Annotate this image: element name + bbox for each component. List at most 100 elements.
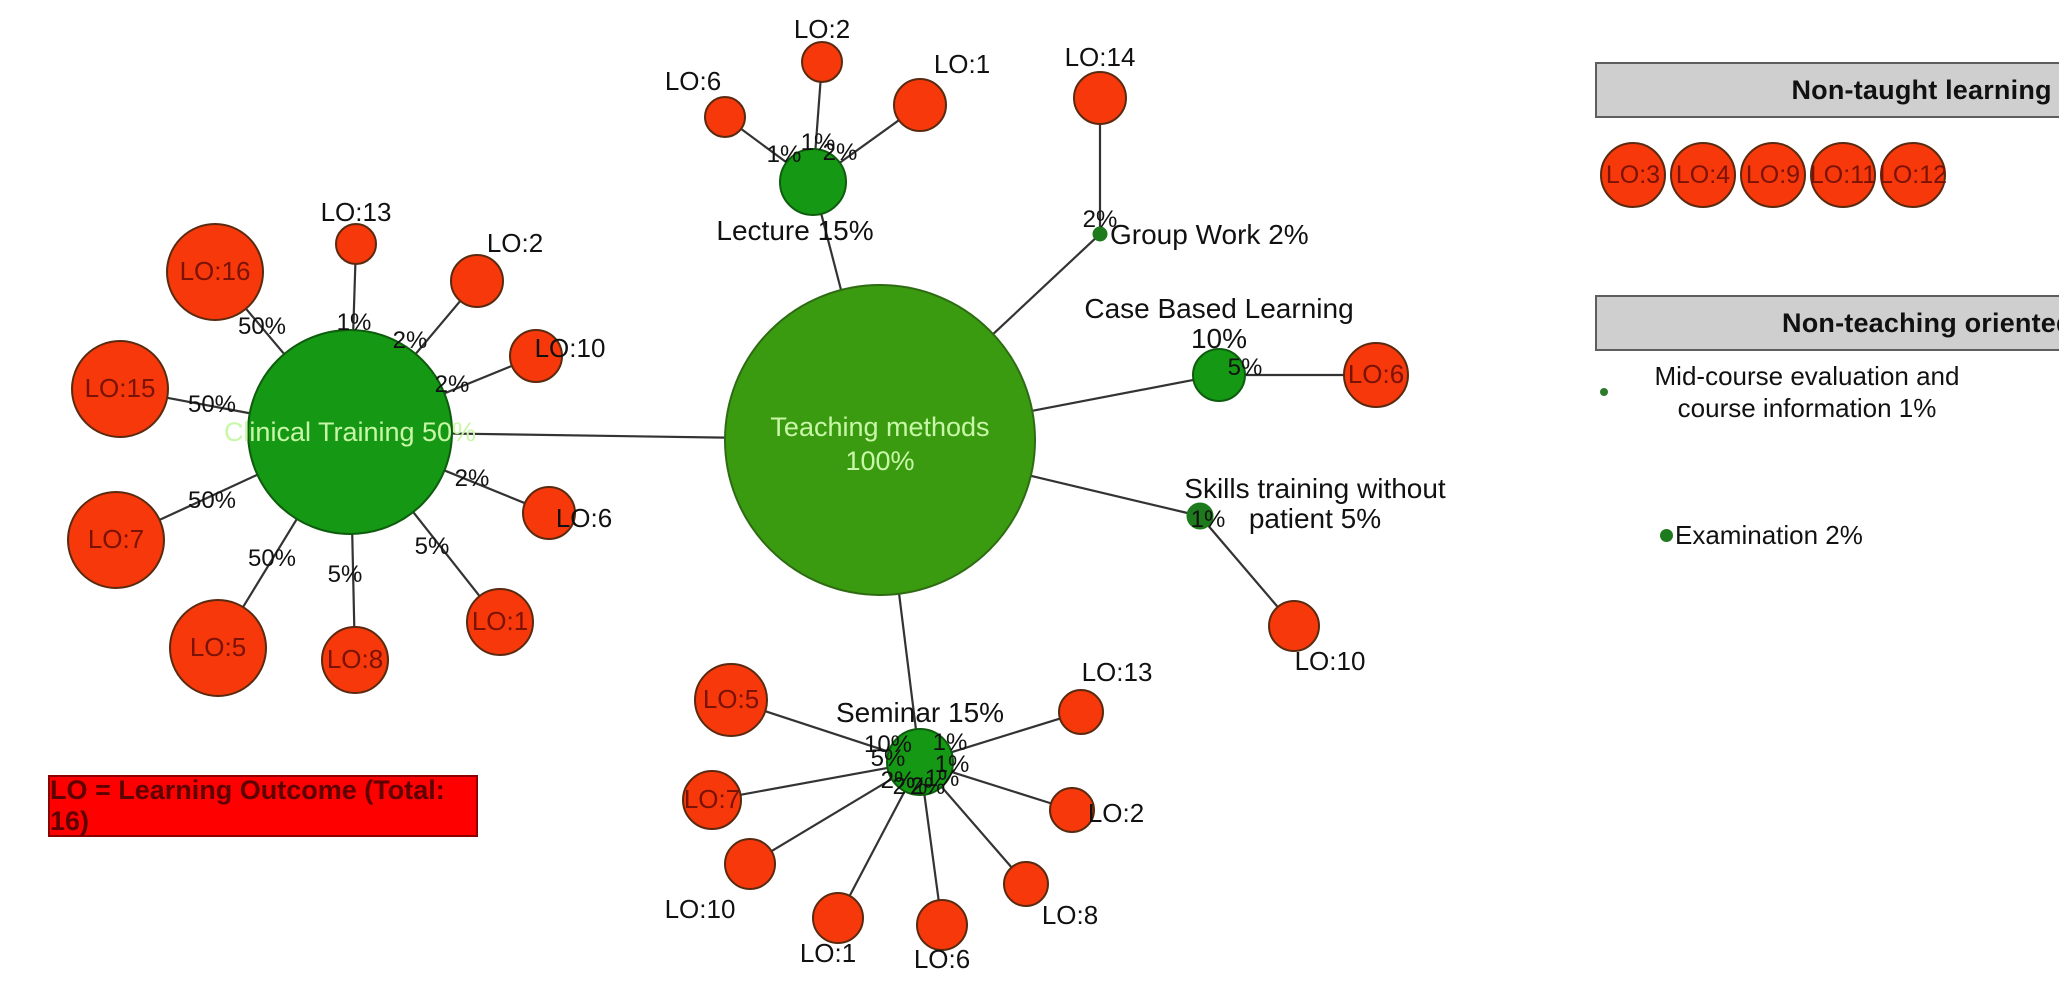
- activity-item-mid-course: Mid-course evaluation and course informa…: [1600, 360, 2000, 424]
- edge-method-to-outcome: [740, 766, 888, 796]
- outcome-label: LO:8: [327, 644, 383, 674]
- edge-method-to-outcome: [814, 81, 822, 150]
- outcome-node: [1003, 861, 1049, 907]
- outcome-node: [682, 770, 742, 830]
- outcome-node: [812, 892, 864, 944]
- edge-percent-label: 50%: [248, 545, 296, 572]
- outcome-node: [704, 96, 746, 138]
- outcome-node: [321, 626, 389, 694]
- edge-method-to-outcome: [839, 119, 900, 164]
- edge-percent-label: 1%: [1191, 506, 1226, 533]
- outcome-node: [1343, 342, 1409, 408]
- edge-method-to-outcome: [242, 518, 298, 608]
- non-taught-chip: LO:11: [1810, 142, 1876, 208]
- labels-layer: 50%50%50%50%5%5%2%2%2%1%1% 1%2%2%5%1%10%5…: [85, 14, 1446, 974]
- outcome-node: [893, 78, 947, 132]
- outcome-node: [166, 223, 264, 321]
- edge-method-to-outcome: [951, 770, 1052, 805]
- method-node-case-based-learning: [1192, 348, 1246, 402]
- outcome-node: [450, 254, 504, 308]
- edges-layer: [159, 81, 1344, 901]
- outcome-label: LO:2: [487, 228, 543, 258]
- edge-method-to-outcome: [351, 533, 356, 628]
- outcome-label: LO:16: [180, 256, 251, 286]
- non-taught-chip: LO:3: [1600, 142, 1666, 208]
- edge-method-to-outcome: [245, 307, 286, 355]
- outcome-label: LO:8: [1042, 900, 1098, 930]
- outcome-label: LO:7: [88, 524, 144, 554]
- outcome-node: [1058, 689, 1104, 735]
- method-label-clinical-training: Clinical Training 50%: [224, 417, 476, 447]
- non-taught-chip: LO:4: [1670, 142, 1736, 208]
- hub-value: 100%: [845, 446, 914, 476]
- edge-percent-label: 2%: [893, 773, 928, 800]
- outcome-node: [71, 340, 169, 438]
- method-label-seminar: Seminar 15%: [836, 697, 1004, 728]
- outcome-node: [169, 599, 267, 697]
- edge-percent-label: 2%: [881, 767, 916, 794]
- non-taught-outcome-chips: LO:3 LO:4 LO:9 LO:11 LO:12: [1600, 140, 2000, 210]
- edge-hub-to-method: [898, 593, 918, 730]
- edge-percent-label: 1%: [925, 765, 960, 792]
- edge-percent-label: 1%: [935, 751, 970, 778]
- activity-label-examination: Examination 2%: [1675, 520, 1863, 550]
- method-label-lecture: Lecture 15%: [716, 215, 873, 246]
- edge-hub-to-method: [1030, 474, 1188, 515]
- edge-percent-label: 10%: [864, 731, 912, 758]
- edge-method-to-outcome: [159, 473, 258, 521]
- activity-item-examination: Examination 2%: [1660, 520, 1863, 551]
- outcome-node: [509, 329, 563, 383]
- outcome-label: LO:14: [1065, 42, 1136, 72]
- edge-method-to-outcome: [848, 790, 906, 897]
- method-label2-case-based-learning: 10%: [1191, 323, 1247, 354]
- outcome-label: LO:5: [703, 684, 759, 714]
- edge-method-to-outcome: [770, 778, 893, 853]
- method-node-lecture: [779, 148, 847, 216]
- outcome-label: LO:6: [1348, 359, 1404, 389]
- outcome-node: [335, 223, 377, 265]
- edge-percent-label: 1%: [337, 309, 372, 336]
- method-label2-skills-training: patient 5%: [1249, 503, 1381, 534]
- edge-hub-to-method: [992, 237, 1096, 335]
- edge-method-to-outcome: [444, 469, 526, 505]
- edge-method-to-outcome: [940, 786, 1013, 869]
- method-label-case-based-learning: Case Based Learning: [1084, 293, 1353, 324]
- outcome-label: LO:15: [85, 373, 156, 403]
- outcome-node: [466, 588, 534, 656]
- hub-label: Teaching methods: [770, 412, 989, 442]
- outcome-label: LO:6: [665, 66, 721, 96]
- edge-method-to-outcome: [764, 710, 889, 753]
- edge-percent-label: 1%: [933, 729, 968, 756]
- outcome-label: LO:13: [1082, 657, 1153, 687]
- edge-method-to-outcome: [352, 263, 357, 331]
- panel-header-non-taught: Non-taught learning outcomes: [1595, 62, 2059, 118]
- non-taught-chip: LO:9: [1740, 142, 1806, 208]
- edge-method-to-outcome: [923, 794, 940, 901]
- outcome-node: [916, 899, 968, 951]
- edge-method-to-outcome: [444, 364, 513, 395]
- outcome-label: LO:1: [472, 606, 528, 636]
- edge-percent-label: 5%: [871, 745, 906, 772]
- method-node-skills-training: [1186, 502, 1214, 530]
- outcome-node: [724, 838, 776, 890]
- edge-percent-label: 5%: [415, 533, 450, 560]
- outcome-node: [694, 663, 768, 737]
- method-node-group-work: [1092, 226, 1108, 242]
- method-label-skills-training: Skills training without: [1184, 473, 1446, 504]
- outcome-label: LO:10: [665, 894, 736, 924]
- method-label-group-work: Group Work 2%: [1110, 219, 1309, 250]
- outcome-label: LO:13: [321, 197, 392, 227]
- edge-percent-label: 50%: [188, 487, 236, 514]
- edge-percent-label: 2%: [393, 327, 428, 354]
- edge-method-to-outcome: [166, 396, 250, 415]
- edge-percent-label: 2%: [455, 465, 490, 492]
- edge-method-to-outcome: [951, 717, 1061, 754]
- outcome-label: LO:1: [934, 49, 990, 79]
- outcome-label: LO:1: [800, 938, 856, 968]
- lo-legend: LO = Learning Outcome (Total: 16): [48, 775, 478, 837]
- nodes-layer: [67, 41, 1409, 951]
- method-node-clinical-training: [247, 329, 453, 535]
- hub-node-teaching-methods: [724, 284, 1036, 596]
